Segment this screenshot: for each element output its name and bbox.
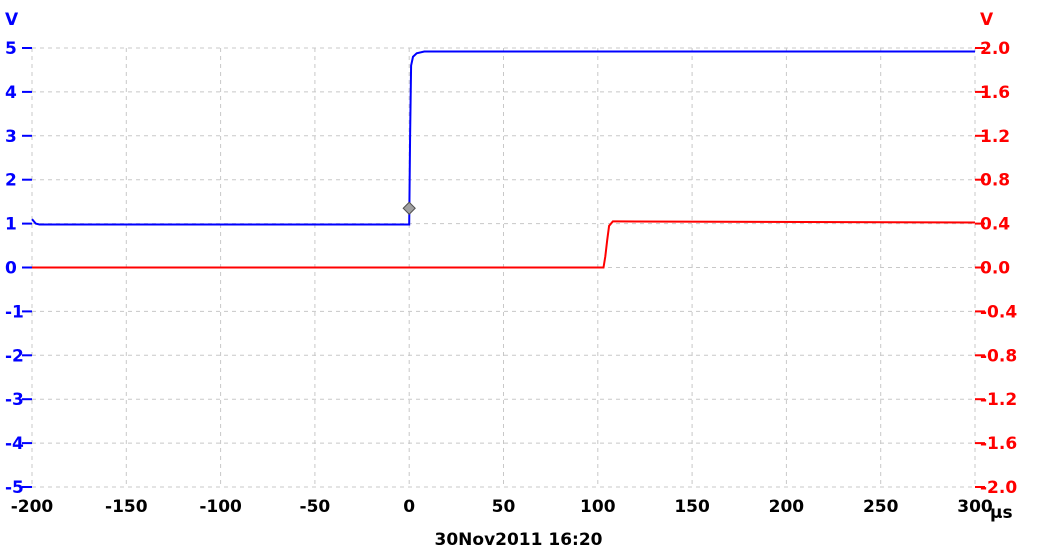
left-tick-label: 0 [5, 259, 17, 279]
blue-trace [31, 50, 975, 226]
left-tick-label: 2 [5, 171, 17, 191]
right-y-axis: V 2.0 1.6 1.2 0.8 0.4 0.0 -0.4 -0.8 -1.2 -1.6 -2.0 [975, 10, 1017, 498]
left-axis-unit: V [5, 10, 19, 30]
x-tick-label: 50 [492, 497, 516, 517]
left-y-axis: V 5 4 3 2 1 0 -1 -2 -3 -4 -5 [5, 10, 32, 498]
x-tick-label: 0 [403, 497, 415, 517]
right-tick-label: 2.0 [980, 39, 1010, 59]
x-tick-label: -200 [11, 497, 54, 517]
x-tick-label: 250 [863, 497, 899, 517]
right-tick-label: -0.4 [980, 302, 1017, 322]
left-tick-label: 1 [5, 215, 17, 235]
right-tick-label: -1.6 [980, 434, 1017, 454]
right-tick-label: 0.4 [980, 215, 1010, 235]
right-tick-label: -1.2 [980, 390, 1017, 410]
right-tick-label: 1.2 [980, 127, 1010, 147]
red-trace [32, 220, 976, 269]
x-tick-label: -50 [300, 497, 331, 517]
right-axis-unit: V [980, 10, 994, 30]
x-tick-label: -100 [199, 497, 242, 517]
timestamp-label: 30Nov2011 16:20 [434, 530, 603, 550]
x-tick-label: -150 [105, 497, 148, 517]
left-tick-label: 3 [5, 127, 17, 147]
left-tick-label: -4 [5, 434, 24, 454]
x-axis-unit: µs [990, 503, 1013, 523]
left-tick-label: -2 [5, 346, 24, 366]
left-tick-label: -1 [5, 302, 24, 322]
x-tick-label: 200 [769, 497, 805, 517]
x-tick-label: 300 [957, 497, 993, 517]
left-tick-label: -3 [5, 390, 24, 410]
left-tick-label: -5 [5, 478, 24, 498]
traces [31, 50, 976, 269]
right-tick-label: -0.8 [980, 346, 1017, 366]
x-tick-label: 100 [580, 497, 616, 517]
left-tick-label: 4 [5, 83, 17, 103]
right-tick-label: -2.0 [980, 478, 1017, 498]
left-tick-label: 5 [5, 39, 17, 59]
right-tick-label: 0.8 [980, 171, 1010, 191]
right-tick-label: 1.6 [980, 83, 1010, 103]
right-tick-label: 0.0 [980, 259, 1010, 279]
trigger-marker [402, 201, 416, 215]
x-tick-label: 150 [674, 497, 710, 517]
